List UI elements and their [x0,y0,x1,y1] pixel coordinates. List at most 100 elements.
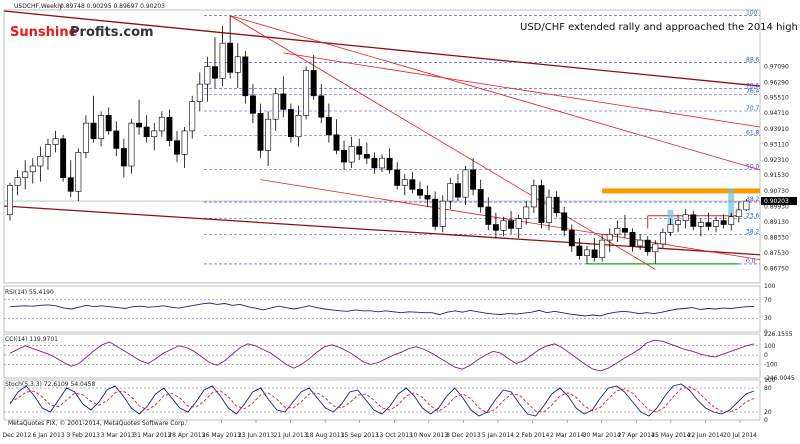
candle [272,88,279,131]
price-tick-label: 0.90203 [764,198,789,205]
price-tick-label: 0.96290 [764,79,789,86]
candle [318,84,325,124]
rsi-tick-label: 100 [764,283,776,290]
price-tick-label: 0.89930 [764,203,789,210]
ohlc-values: 0.89748 0.90295 0.89697 0.90203 [60,3,165,10]
candle-body [530,185,537,208]
candle-body [659,232,666,245]
candle [644,236,651,256]
candle [29,158,36,184]
candle-body [500,220,507,231]
logo-profits: Profits.com [70,25,154,40]
candle-body [249,95,256,114]
candle [591,238,598,262]
candle [439,195,446,233]
cci-tick-label: 100 [764,343,776,350]
candle [196,72,203,112]
price-tick-label: 0.93910 [764,126,789,133]
price-tick-label: 0.88330 [764,235,789,242]
price-tick-label: 0.95510 [764,95,789,102]
candle [743,199,750,211]
candle [728,212,735,231]
fib-level-label: 23.6 [746,212,760,219]
fib-level-label: 78.6 [746,82,760,89]
pane-frame-1 [3,285,761,333]
candle-body [424,194,431,200]
candle-body [280,93,287,110]
candle [303,66,310,120]
candle [394,162,401,190]
cci-line [9,339,755,372]
candle-body [242,56,249,97]
candle-body [584,249,590,257]
candle [14,170,21,196]
candle-body [591,249,598,258]
candle-body [7,185,13,216]
candle-body [553,196,560,214]
candle [530,179,537,213]
candle [470,158,477,196]
candle [204,56,211,102]
candle [45,138,51,170]
fib-level-label: 38.2 [746,228,760,235]
rsi-tick-label: 0 [764,329,768,336]
resistance-zone-2014-high [602,188,760,194]
date-tick-label: 5 Jan 2014 [482,432,514,439]
candle-body [515,218,522,229]
rsi-title: RSI(14) 55.4190 [5,289,54,296]
fib-level-label: 70.7 [746,105,760,112]
candle [280,76,287,118]
date-tick-label: 26 May 2013 [202,432,241,439]
candle-body [470,169,477,190]
candle [614,220,621,243]
candle-body [439,200,446,227]
date-tick-label: 18 Aug 2013 [306,432,345,439]
channel-lower-line [3,205,761,256]
price-tick-label: 0.86750 [764,265,789,272]
copyright-text: MetaQuotes FIX, © 2001-2014, MetaQuotes … [8,420,186,427]
candle [386,148,393,174]
chart-annotation: USD/CHF extended rally and approached th… [520,22,798,33]
date-tick-label: 10 Nov 2013 [410,432,449,439]
candle [22,160,29,190]
candle-body [37,155,44,167]
date-tick-label: 28 Apr 2013 [168,432,205,439]
candle-body [606,233,613,241]
candle [371,152,378,174]
candle [447,177,454,209]
candle-body [394,169,401,186]
fan-line-4 [283,52,761,128]
candle-body [136,122,143,128]
fib-level-label: 76.4 [746,88,760,95]
cci-tick-label: -246.0045 [764,375,795,382]
candle-body [477,189,484,208]
candle-body [538,185,545,223]
date-tick-label: 27 Apr 2014 [618,432,655,439]
candle [675,214,682,233]
cci-title: CCI(14) 119.9701 [5,336,58,343]
candle [720,214,727,229]
candle [568,224,575,252]
rsi-tick-label: 30 [764,315,772,322]
candle-body [181,130,188,155]
candle-body [417,189,423,196]
stoch-main-line [9,383,755,417]
candle-body [272,93,279,120]
candle-body [151,130,158,138]
candle-body [568,230,575,247]
date-tick-label: 23 Jun 2013 [238,432,274,439]
candle [348,136,355,168]
candle-body [523,206,530,219]
candle-body [743,200,750,211]
candle [652,240,659,264]
candle-body [45,144,51,157]
candle-body [143,126,150,138]
date-tick-label: 22 Jun 2014 [687,432,723,439]
candle-body [690,214,697,227]
candle-body [120,148,127,167]
candle-body [333,134,340,151]
candle [561,206,568,237]
date-tick-label: 13 Oct 2013 [376,432,413,439]
candle-body [128,122,135,167]
candle [98,111,105,147]
